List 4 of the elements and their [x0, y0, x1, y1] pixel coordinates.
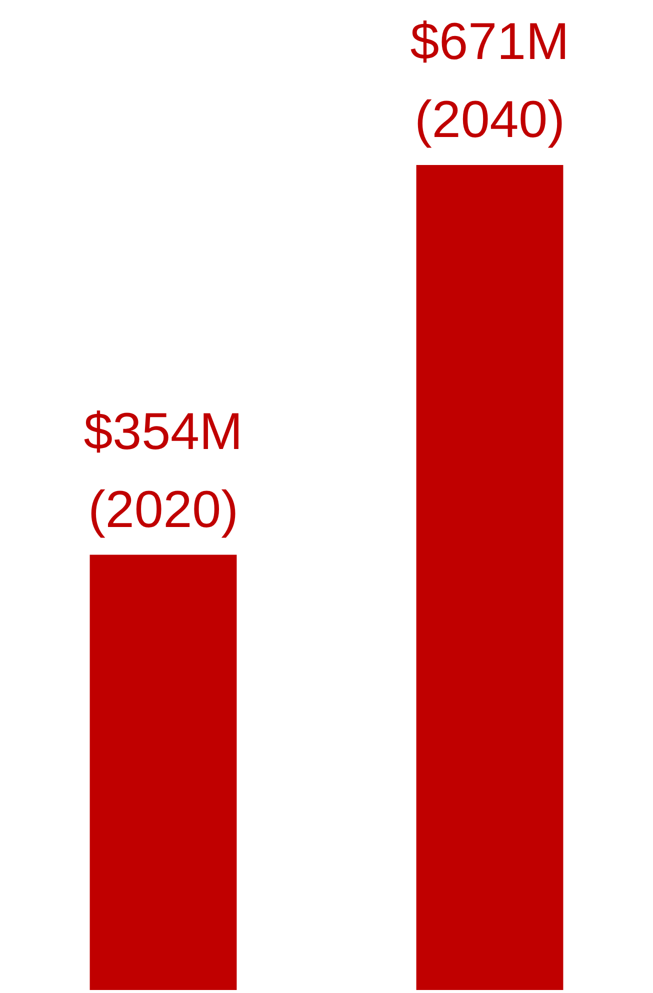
data-label: $354M: [84, 402, 243, 461]
x-tick-label: (2040): [414, 91, 565, 149]
x-tick-label: (2020): [88, 480, 238, 539]
data-label: $671M: [410, 13, 570, 71]
